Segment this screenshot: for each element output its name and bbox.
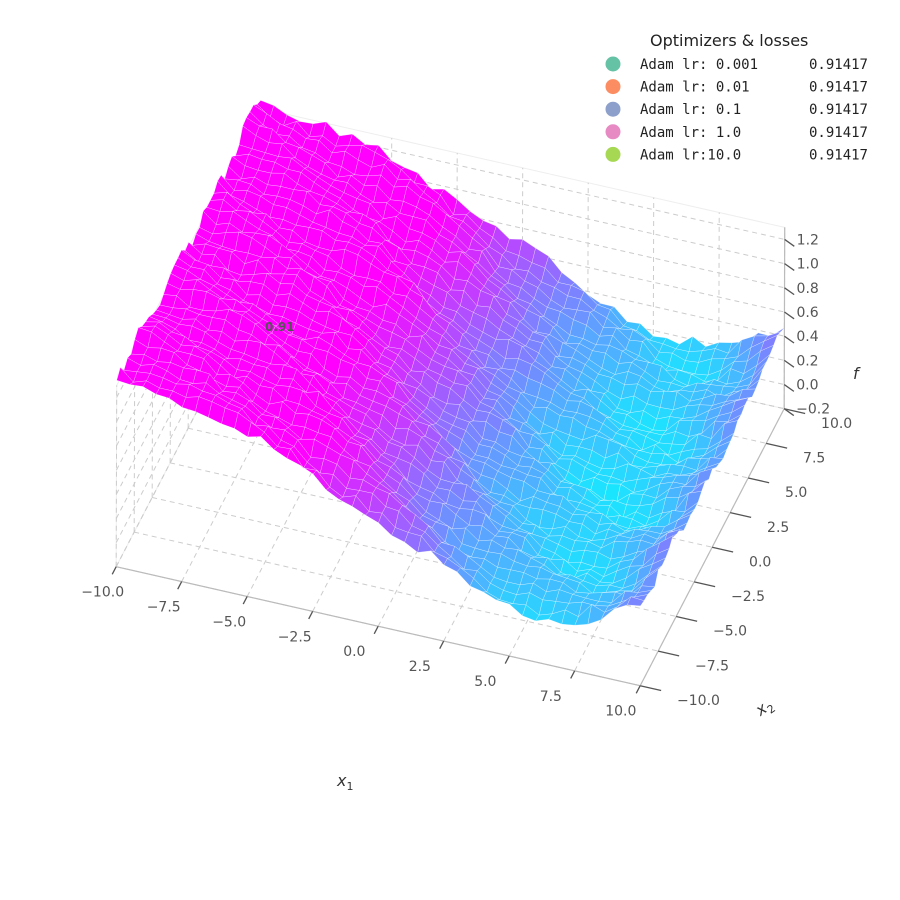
x-tick	[570, 670, 576, 679]
loss-surface	[116, 100, 785, 626]
left-grid-z	[115, 289, 261, 567]
z-tick-label: 0.6	[796, 305, 818, 321]
x-tick	[111, 566, 117, 575]
y-tick	[658, 650, 680, 657]
z-tick	[784, 335, 795, 344]
y-tick-label: 5.0	[785, 485, 807, 501]
legend-marker	[605, 124, 621, 140]
left-grid-y	[151, 316, 154, 498]
left-grid-y	[133, 350, 136, 533]
surface-cell	[627, 596, 645, 607]
legend-loss: 0.91417	[809, 102, 868, 118]
y-tick-label: 7.5	[803, 451, 825, 467]
tick-labels: −10.0 −7.5 −5.0 −2.5 0.0 2.5 5.0 7.5 10.0 −10.0 −7…	[81, 232, 852, 719]
legend-marker	[605, 56, 621, 72]
z-tick-label: 0.4	[796, 329, 818, 345]
y-tick-label: 2.5	[767, 520, 789, 536]
x-tick	[242, 596, 248, 605]
y-tick	[730, 511, 752, 518]
x-tick-label: −7.5	[147, 600, 181, 616]
y-tick-label: −7.5	[695, 658, 729, 674]
z-tick	[783, 384, 795, 392]
x-tick-label: 2.5	[409, 659, 431, 675]
y-tick	[784, 408, 806, 415]
z-tick-label: 1.0	[797, 257, 819, 273]
x-tick	[504, 655, 510, 664]
legend-loss: 0.91417	[809, 125, 868, 141]
y-tick-label: 0.0	[749, 554, 771, 570]
y-tick-label: 10.0	[821, 416, 852, 432]
x-tick	[177, 581, 183, 590]
x-tick	[439, 640, 445, 650]
legend-label: Adam lr: 0.01	[640, 80, 750, 96]
x-tick-label: 5.0	[474, 674, 496, 690]
x-tick	[373, 625, 379, 635]
z-tick	[784, 311, 795, 320]
legend-marker	[605, 146, 621, 162]
z-tick-label: 0.8	[797, 281, 819, 297]
z-tick-label: −0.2	[796, 402, 830, 418]
legend-label: Adam lr: 0.1	[640, 102, 741, 118]
legend-marker	[605, 101, 621, 117]
legend: Optimizers & losses Adam lr: 0.001 0.9141…	[605, 31, 868, 163]
y-tick	[766, 442, 788, 449]
axes	[111, 227, 806, 694]
z-tick	[783, 408, 795, 417]
y-tick	[712, 546, 734, 553]
min-value-annotation: 0.91	[265, 320, 295, 334]
y-axis-label: x2	[751, 695, 778, 723]
z-axis-line	[783, 227, 786, 409]
legend-loss: 0.91417	[809, 147, 868, 163]
z-tick	[783, 359, 795, 368]
z-tick-label: 0.0	[796, 378, 818, 394]
y-tick	[640, 685, 662, 692]
legend-marker	[605, 79, 621, 95]
x-tick-label: 10.0	[605, 704, 636, 720]
z-tick	[784, 287, 795, 296]
legend-title: Optimizers & losses	[650, 31, 808, 50]
x-tick-label: −5.0	[212, 614, 246, 630]
y-tick-label: −2.5	[731, 589, 765, 605]
left-grid-y	[115, 385, 118, 567]
y-tick	[676, 615, 698, 622]
x-tick	[635, 685, 641, 694]
y-tick	[694, 581, 716, 588]
y-tick	[748, 477, 770, 484]
x-tick	[308, 611, 314, 620]
legend-loss: 0.91417	[809, 80, 868, 96]
z-axis-label: f	[853, 364, 861, 383]
x-tick-label: −2.5	[278, 629, 312, 645]
z-tick-label: 0.2	[796, 353, 818, 369]
legend-label: Adam lr:10.0	[640, 147, 741, 163]
x-tick-label: −10.0	[81, 585, 124, 601]
legend-loss: 0.91417	[809, 57, 868, 73]
z-tick	[784, 263, 795, 271]
z-tick	[784, 238, 795, 247]
x-axis-label: x1	[336, 771, 353, 793]
y-tick-label: −5.0	[713, 624, 747, 640]
x-tick-label: 0.0	[343, 644, 365, 660]
legend-label: Adam lr: 0.001	[640, 57, 758, 73]
x-tick-label: 7.5	[540, 689, 562, 705]
z-tick-label: 1.2	[797, 232, 819, 248]
legend-label: Adam lr: 1.0	[640, 125, 741, 141]
y-tick-label: −10.0	[677, 693, 720, 709]
